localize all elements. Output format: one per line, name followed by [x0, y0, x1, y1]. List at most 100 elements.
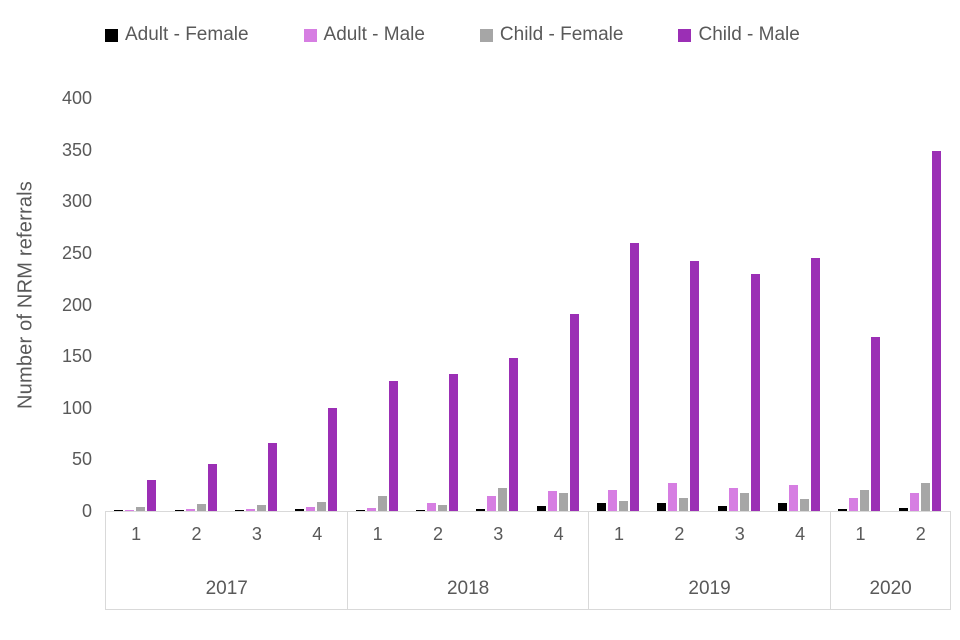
bar-child-female [679, 498, 689, 511]
bar-group-q3 [709, 98, 769, 511]
year-label-2018: 2018 [446, 578, 490, 599]
y-axis-title: Number of NRM referrals [14, 181, 37, 409]
quarter-label: 2 [432, 523, 443, 544]
bar-group-q2 [407, 98, 467, 511]
legend-label: Adult - Male [323, 24, 425, 45]
quarter-label: 4 [312, 523, 323, 544]
quarter-label: 3 [493, 523, 504, 544]
legend-item-child-male: Child - Male [678, 24, 800, 46]
bar-group-q3 [467, 98, 527, 511]
quarter-label: 1 [855, 523, 866, 544]
quarter-label: 4 [795, 523, 806, 544]
bar-child-male [207, 464, 217, 511]
bar-child-female [437, 505, 447, 511]
year-label-2019: 2019 [688, 578, 731, 599]
bar-child-female [498, 488, 508, 511]
bar-child-male [267, 443, 277, 511]
bar-adult-female [174, 510, 184, 511]
bar-adult-female [778, 503, 788, 511]
bar-child-female [800, 499, 810, 511]
bar-group-q2 [648, 98, 708, 511]
bar-adult-female [295, 509, 305, 511]
bar-child-female [558, 493, 568, 511]
legend-label: Child - Female [499, 24, 624, 45]
bar-child-male [750, 274, 760, 511]
bar-child-female [256, 505, 266, 511]
quarter-label: 1 [372, 523, 383, 544]
bar-adult-male [789, 485, 799, 511]
year-label-2020: 2020 [869, 578, 912, 599]
bar-child-female [317, 502, 327, 511]
year-divider-line [829, 512, 831, 609]
y-tick-label: 50 [71, 449, 92, 470]
bar-child-male [147, 480, 157, 511]
bar-adult-female [234, 510, 244, 511]
bar-adult-male [909, 493, 919, 511]
bar-adult-female [657, 503, 667, 511]
legend-item-adult-female: Adult - Female [105, 24, 249, 46]
bar-group-q2 [890, 98, 950, 511]
bar-adult-female [838, 509, 848, 511]
year-divider-line [588, 512, 590, 609]
bar-adult-female [114, 510, 124, 511]
y-tick-label: 400 [61, 88, 92, 108]
bar-adult-male [608, 490, 618, 511]
bar-child-male [388, 381, 398, 511]
y-tick-label: 250 [61, 242, 92, 263]
y-tick-label: 0 [81, 501, 92, 521]
quarter-label: 2 [674, 523, 685, 544]
bar-child-female [196, 504, 206, 511]
bar-adult-male [426, 503, 436, 511]
legend-swatch-icon [303, 28, 317, 42]
quarter-label: 1 [131, 523, 142, 544]
quarter-label: 2 [191, 523, 202, 544]
bar-group-q4 [286, 98, 346, 511]
bar-group-q1 [105, 98, 165, 511]
legend-label: Child - Male [698, 24, 800, 45]
bar-child-female [619, 501, 629, 511]
y-tick-label: 100 [61, 397, 92, 418]
bar-child-female [920, 483, 930, 511]
legend-swatch-icon [105, 28, 118, 42]
y-tick-label: 150 [61, 346, 92, 367]
year-label-2017: 2017 [205, 578, 248, 599]
bar-adult-male [547, 491, 557, 511]
bar-adult-male [125, 510, 135, 511]
bar-adult-male [849, 498, 859, 511]
bar-child-female [136, 507, 146, 511]
bar-child-male [328, 408, 338, 511]
bar-group-q2 [165, 98, 225, 511]
bar-child-male [569, 314, 579, 511]
bar-adult-female [536, 506, 546, 511]
bar-child-male [690, 261, 700, 511]
bar-group-q3 [226, 98, 286, 511]
bar-adult-female [476, 509, 486, 511]
plot-area [105, 98, 950, 511]
legend-swatch-icon [678, 28, 692, 42]
quarter-label: 3 [251, 523, 262, 544]
chart-legend: Adult - Female Adult - Male Child - Female… [105, 24, 800, 46]
x-axis-label-frame: 1 2 3 4 1 2 3 4 1 2 3 4 1 2 2017 2018 2019 2020 [105, 511, 951, 610]
bar-adult-male [366, 508, 376, 511]
bar-group-q1 [588, 98, 648, 511]
legend-item-adult-male: Adult - Male [303, 24, 425, 46]
legend-label: Adult - Female [125, 24, 249, 45]
quarter-label: 4 [553, 523, 564, 544]
y-tick-label: 350 [61, 139, 92, 160]
bar-child-female [377, 496, 387, 511]
bar-adult-male [487, 496, 497, 511]
bar-group-q1 [346, 98, 406, 511]
quarter-label: 3 [734, 523, 745, 544]
y-tick-label: 300 [61, 191, 92, 212]
bar-adult-female [898, 508, 908, 511]
bar-adult-male [185, 509, 195, 511]
y-tick-label: 200 [61, 294, 92, 315]
bar-child-female [860, 490, 870, 511]
bar-child-male [448, 374, 458, 511]
year-divider-line [346, 512, 348, 609]
quarter-label: 2 [915, 523, 926, 544]
bar-adult-male [728, 488, 738, 511]
bar-adult-male [306, 507, 316, 511]
bar-group-q4 [769, 98, 829, 511]
